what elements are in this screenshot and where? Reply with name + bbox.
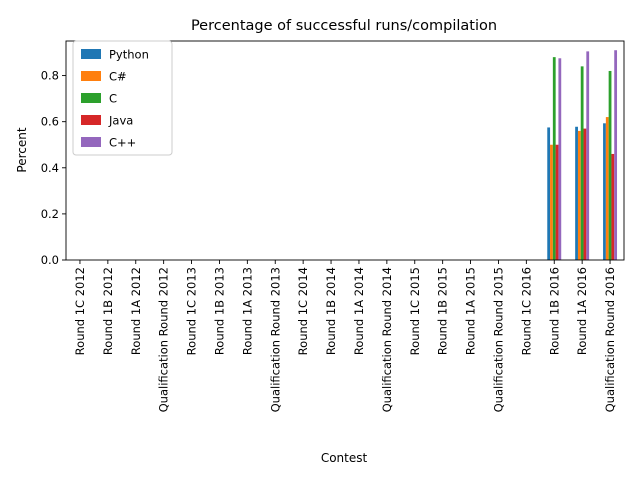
- x-tick-label-15: Qualification Round 2015: [491, 267, 505, 412]
- x-tick-label-4: Round 1C 2013: [185, 267, 199, 355]
- y-tick-label-0: 0.0: [41, 253, 59, 267]
- bar-java-18: [583, 128, 587, 260]
- y-tick-label-4: 0.8: [41, 69, 59, 83]
- x-tick-label-8: Round 1C 2014: [296, 267, 310, 355]
- y-tick-label-3: 0.6: [41, 115, 59, 129]
- bar-c-17: [558, 58, 562, 260]
- y-tick-label-1: 0.2: [41, 207, 59, 221]
- x-tick-label-10: Round 1A 2014: [352, 267, 366, 355]
- x-tick-label-11: Qualification Round 2014: [380, 267, 394, 412]
- x-tick-label-1: Round 1B 2012: [101, 267, 115, 355]
- bar-java-19: [611, 153, 615, 260]
- x-tick-label-5: Round 1B 2013: [212, 267, 226, 355]
- y-tick-label-2: 0.4: [41, 161, 59, 175]
- x-tick-label-3: Qualification Round 2012: [157, 267, 171, 412]
- x-tick-label-17: Round 1B 2016: [547, 267, 561, 355]
- legend-label-c: C#: [109, 70, 127, 84]
- bar-c-19: [605, 117, 609, 260]
- bar-java-17: [555, 144, 559, 260]
- legend-swatch-java: [81, 115, 101, 125]
- legend-label-c: C: [109, 92, 117, 106]
- bar-c-17: [552, 57, 556, 260]
- y-axis-label: Percent: [15, 127, 29, 172]
- x-tick-label-18: Round 1A 2016: [575, 267, 589, 355]
- bar-c-19: [608, 70, 612, 260]
- x-tick-label-2: Round 1A 2012: [129, 267, 143, 355]
- x-tick-label-19: Qualification Round 2016: [603, 267, 617, 412]
- plot-area: 0.0 0.2 0.4 0.6 0.8 Round 1C 2012 Round 1B 201…: [41, 40, 625, 412]
- x-axis-label: Contest: [321, 451, 368, 465]
- x-tick-label-12: Round 1C 2015: [408, 267, 422, 355]
- bar-c-19: [614, 50, 618, 260]
- chart-title: Percentage of successful runs/compilatio…: [191, 18, 497, 34]
- bar-c-18: [577, 130, 581, 260]
- x-tick-label-13: Round 1B 2015: [436, 267, 450, 355]
- legend-label-c: C++: [109, 136, 136, 150]
- legend-label-python: Python: [109, 48, 149, 62]
- legend-label-java: Java: [108, 114, 133, 128]
- bar-c-17: [550, 144, 553, 260]
- bar-python-17: [547, 127, 551, 260]
- legend-swatch-c: [81, 137, 101, 147]
- x-tick-label-6: Round 1A 2013: [240, 267, 254, 355]
- x-tick-label-9: Round 1B 2014: [324, 267, 338, 355]
- bar-c-18: [586, 51, 590, 261]
- x-tick-label-0: Round 1C 2012: [73, 267, 87, 355]
- bar-python-19: [603, 123, 606, 260]
- x-tick-label-7: Qualification Round 2013: [268, 267, 282, 412]
- legend-swatch-python: [81, 49, 101, 59]
- legend-swatch-c: [81, 71, 101, 81]
- legend-box: [72, 40, 173, 156]
- bar-python-18: [575, 126, 578, 260]
- plot-frame: [65, 40, 625, 261]
- x-tick-label-16: Round 1C 2016: [519, 267, 533, 355]
- legend-swatch-c: [81, 93, 101, 103]
- x-tick-label-14: Round 1A 2015: [464, 267, 478, 355]
- bar-c-18: [580, 66, 584, 260]
